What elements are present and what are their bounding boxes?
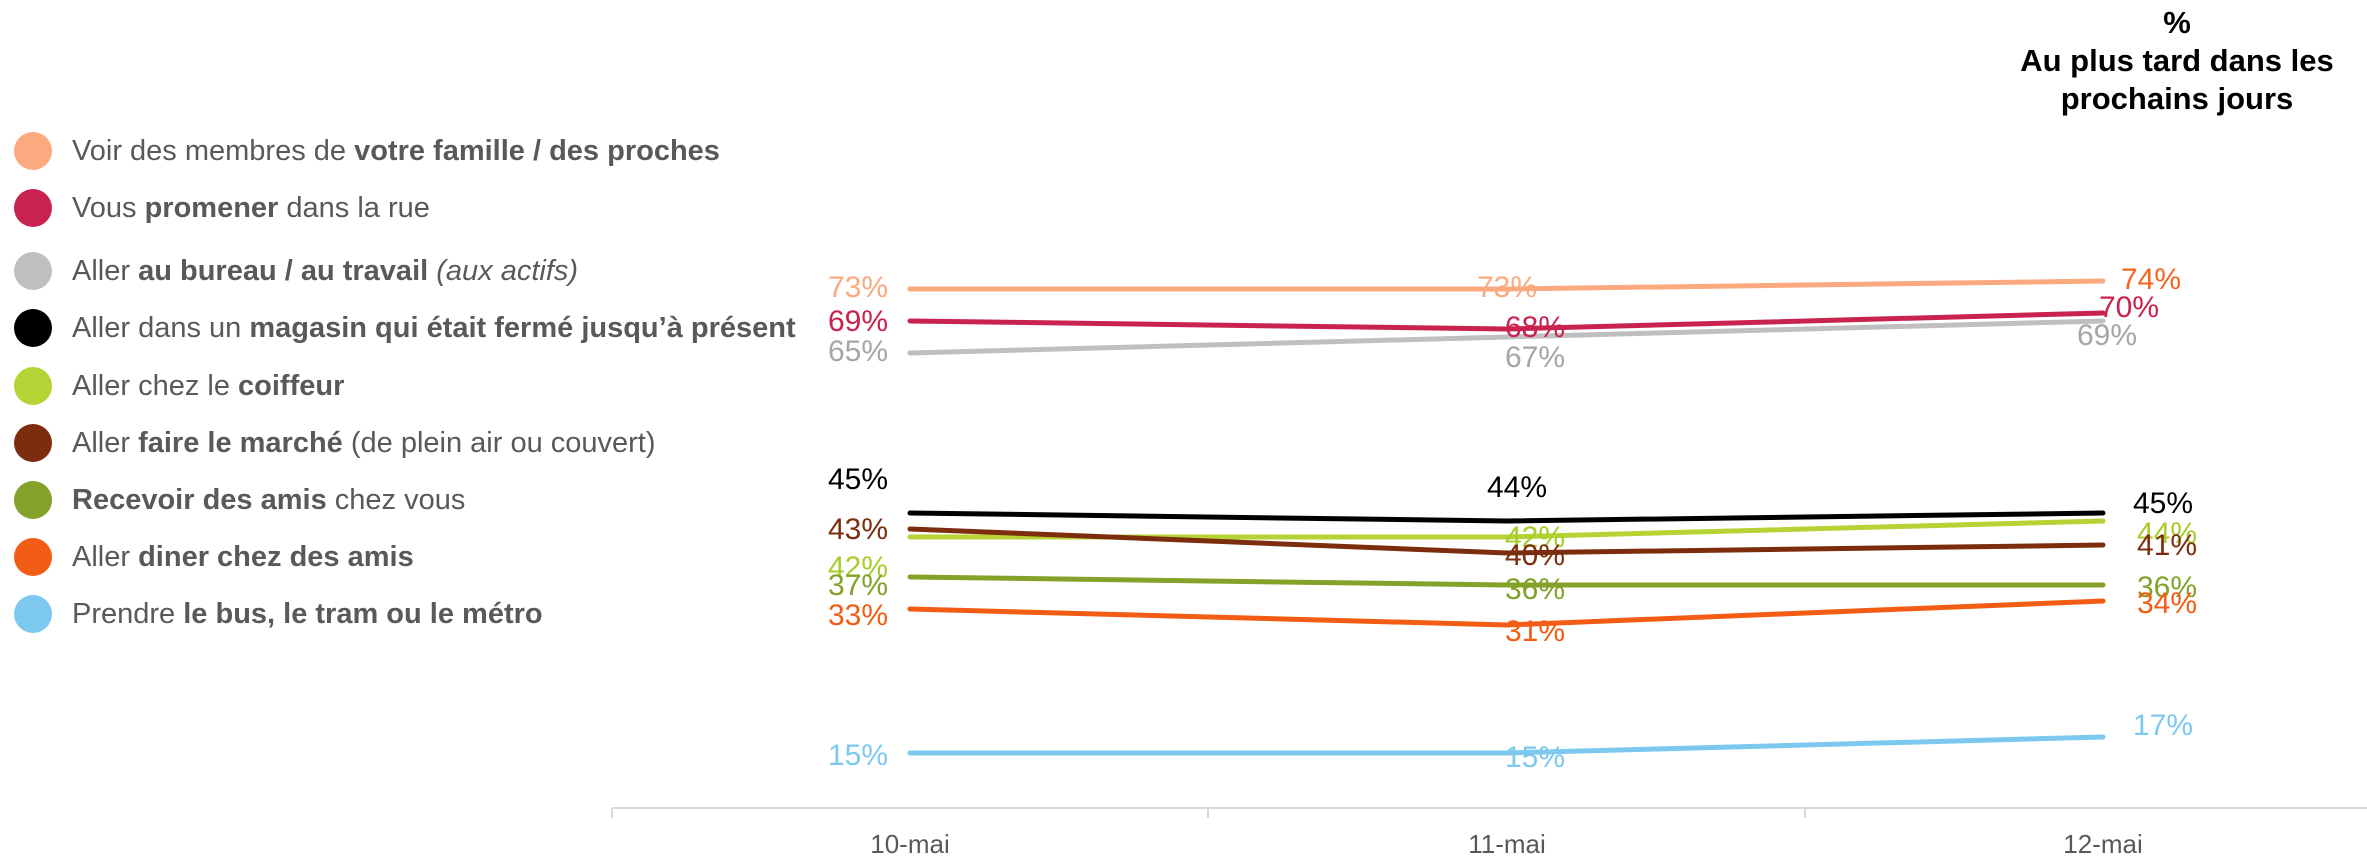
legend-label: Aller chez le coiffeur xyxy=(72,370,345,402)
legend-label: Aller faire le marché (de plein air ou c… xyxy=(72,427,656,459)
series-line xyxy=(907,510,2106,524)
legend-label: Aller dans un magasin qui était fermé ju… xyxy=(72,312,796,344)
data-label: 36% xyxy=(1505,573,1565,606)
x-tick-label: 11-mai xyxy=(1468,829,1546,859)
data-label: 68% xyxy=(1505,311,1565,344)
legend-marker xyxy=(14,252,52,290)
x-tick-label: 12-mai xyxy=(2063,829,2142,859)
legend-marker xyxy=(14,424,52,462)
data-label: 31% xyxy=(1505,615,1565,648)
data-label: 70% xyxy=(2099,291,2159,324)
legend-label: Aller au bureau / au travail (aux actifs… xyxy=(72,255,579,287)
legend-label: Recevoir des amis chez vous xyxy=(72,484,466,516)
series-line xyxy=(907,310,2106,332)
data-label: 37% xyxy=(828,569,888,602)
series-line xyxy=(907,598,2106,628)
series-line xyxy=(907,574,2106,588)
legend-marker xyxy=(14,367,52,405)
x-tick-label: 10-mai xyxy=(870,829,949,859)
legend-marker xyxy=(14,481,52,519)
data-label: 15% xyxy=(1505,741,1565,774)
data-label: 34% xyxy=(2137,587,2197,620)
series-line xyxy=(907,734,2106,756)
legend-marker xyxy=(14,595,52,633)
data-label: 69% xyxy=(828,305,888,338)
data-label: 69% xyxy=(2077,319,2137,352)
data-label: 67% xyxy=(1505,341,1565,374)
legend-label: Aller diner chez des amis xyxy=(72,541,414,573)
data-label: 44% xyxy=(2137,517,2197,550)
data-label: 40% xyxy=(1505,539,1565,572)
data-label: 45% xyxy=(828,463,888,496)
data-label: 45% xyxy=(2133,487,2193,520)
data-label: 43% xyxy=(828,513,888,546)
legend-label: Vous promener dans la rue xyxy=(72,192,430,224)
data-label: 65% xyxy=(828,335,888,368)
series-line xyxy=(907,278,2106,292)
data-label: 36% xyxy=(2137,571,2197,604)
legend-marker xyxy=(14,189,52,227)
data-label: 73% xyxy=(828,271,888,304)
chart-title-block: % Au plus tard dans les prochains jours xyxy=(2012,4,2342,118)
data-label: 42% xyxy=(828,551,888,584)
legend-label: Voir des membres de votre famille / des … xyxy=(72,135,720,167)
chart-title: % xyxy=(2163,5,2191,40)
series-line xyxy=(907,526,2106,556)
data-label: 73% xyxy=(1477,271,1537,304)
legend-marker xyxy=(14,132,52,170)
series-line xyxy=(907,318,2106,356)
chart-subtitle: Au plus tard dans les prochains jours xyxy=(2020,43,2334,116)
data-label: 41% xyxy=(2137,529,2197,562)
legend-marker xyxy=(14,309,52,347)
data-label: 15% xyxy=(828,739,888,772)
data-label: 17% xyxy=(2133,709,2193,742)
data-label: 74% xyxy=(2121,263,2181,296)
data-label: 44% xyxy=(1487,471,1547,504)
legend-marker xyxy=(14,538,52,576)
data-label: 33% xyxy=(828,599,888,632)
data-label: 42% xyxy=(1505,521,1565,554)
legend-label: Prendre le bus, le tram ou le métro xyxy=(72,598,543,630)
